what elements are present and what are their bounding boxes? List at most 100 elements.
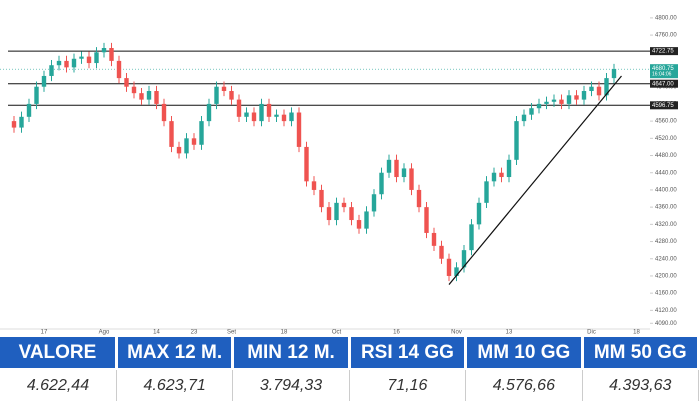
candle-body xyxy=(469,224,474,251)
candle-body xyxy=(386,159,392,173)
candle-body xyxy=(394,159,399,178)
candle-body xyxy=(146,91,152,100)
y-tick-label: 4360.00 xyxy=(655,205,677,211)
x-tick-label: 13 xyxy=(506,330,513,336)
header-cell: MM 10 GG xyxy=(465,337,584,369)
header-cell: MIN 12 M. xyxy=(232,337,351,369)
candle-body xyxy=(476,202,482,225)
x-tick-label: Set xyxy=(227,330,236,336)
candle-body xyxy=(101,48,107,53)
y-tick-label: 4200.00 xyxy=(655,274,677,280)
value-cell: 3.794,33 xyxy=(232,368,350,401)
last-price-box xyxy=(650,64,678,79)
candle-body xyxy=(154,91,159,104)
candle-body xyxy=(334,202,339,221)
candle-body xyxy=(484,181,489,203)
level-label-box xyxy=(650,101,678,110)
candle-body xyxy=(131,86,137,94)
value-cell: 4.576,66 xyxy=(465,368,583,401)
y-tick-label: 4400.00 xyxy=(655,188,677,194)
candle-body xyxy=(356,220,362,229)
candle-body xyxy=(506,159,512,178)
candle-body xyxy=(251,112,257,122)
header-cell: VALORE xyxy=(0,337,118,369)
candle-body xyxy=(416,189,422,208)
candle-body xyxy=(304,146,309,182)
candle-body xyxy=(536,103,542,109)
header-cell: MM 50 GG xyxy=(582,337,700,369)
candle-body xyxy=(401,168,407,178)
x-tick-label: 16 xyxy=(393,330,400,336)
x-tick-label: 18 xyxy=(281,330,288,336)
x-tick-label: Ago xyxy=(99,330,110,336)
last-price-label: 4680.75 xyxy=(652,66,674,72)
candle-body xyxy=(191,138,197,145)
candle-body xyxy=(49,65,54,76)
x-tick-label: 17 xyxy=(41,330,48,336)
candle-body xyxy=(461,250,467,268)
candle-body xyxy=(86,56,92,64)
candle-body xyxy=(289,112,294,122)
value-row: 4.622,44 4.623,71 3.794,33 71,16 4.576,66 4.3… xyxy=(0,368,700,401)
value-cell: 4.622,44 xyxy=(0,368,117,401)
y-tick-label: 4440.00 xyxy=(655,170,677,176)
candle-body xyxy=(514,121,519,160)
candle-body xyxy=(566,95,572,104)
y-tick-label: 4160.00 xyxy=(655,291,677,297)
value-cell: 71,16 xyxy=(349,368,467,401)
x-tick-label: 18 xyxy=(633,330,640,336)
x-tick-label: Oct xyxy=(332,330,342,336)
candle-body xyxy=(236,99,242,117)
candle-body xyxy=(611,69,617,79)
candle-body xyxy=(56,60,62,66)
candle-body xyxy=(581,91,587,100)
x-tick-label: Dic xyxy=(587,330,596,336)
candle-body xyxy=(409,168,414,190)
header-cell: MAX 12 M. xyxy=(116,337,235,369)
candle-body xyxy=(491,172,497,182)
level-label-box xyxy=(650,47,678,56)
candle-body xyxy=(446,258,452,276)
candle-body xyxy=(116,60,122,79)
y-tick-label: 4320.00 xyxy=(655,222,677,228)
candle-body xyxy=(161,103,167,122)
candle-body xyxy=(574,95,579,100)
candle-body xyxy=(26,103,32,117)
candle-body xyxy=(529,108,534,115)
candle-body xyxy=(559,99,564,104)
candle-body xyxy=(596,86,602,96)
candle-body xyxy=(431,232,437,246)
y-tick-label: 4090.00 xyxy=(655,321,677,327)
candle-body xyxy=(169,121,174,147)
candle-body xyxy=(371,194,377,212)
header-cell: RSI 14 GG xyxy=(349,337,468,369)
countdown: 16:04:06 xyxy=(652,72,672,78)
candle-body xyxy=(544,101,549,104)
plot-area xyxy=(0,0,650,329)
candle-body xyxy=(71,58,77,68)
candle-body xyxy=(349,207,354,221)
candle-body xyxy=(311,181,317,190)
candle-body xyxy=(274,114,279,117)
candle-body xyxy=(364,211,369,229)
candle-body xyxy=(184,138,189,154)
y-tick-label: 4800.00 xyxy=(655,15,677,21)
candle-body xyxy=(296,112,302,147)
candle-body xyxy=(19,116,24,128)
candle-body xyxy=(259,103,264,122)
candle-body xyxy=(109,48,114,61)
candle-body xyxy=(11,121,17,128)
candle-body xyxy=(379,172,384,195)
stats-table: VALORE MAX 12 M. MIN 12 M. RSI 14 GG MM 10 G… xyxy=(0,337,700,401)
x-tick-label: 23 xyxy=(191,330,198,336)
candle-body xyxy=(94,52,99,64)
header-row: VALORE MAX 12 M. MIN 12 M. RSI 14 GG MM 10 G… xyxy=(0,337,700,369)
y-tick-label: 4280.00 xyxy=(655,239,677,245)
candle-body xyxy=(589,86,594,92)
y-tick-label: 4480.00 xyxy=(655,153,677,159)
level-label: 4722.75 xyxy=(652,49,674,55)
candle-body xyxy=(34,86,39,104)
candle-body xyxy=(521,114,527,122)
level-label: 4596.75 xyxy=(652,103,674,109)
candle-body xyxy=(206,103,212,122)
